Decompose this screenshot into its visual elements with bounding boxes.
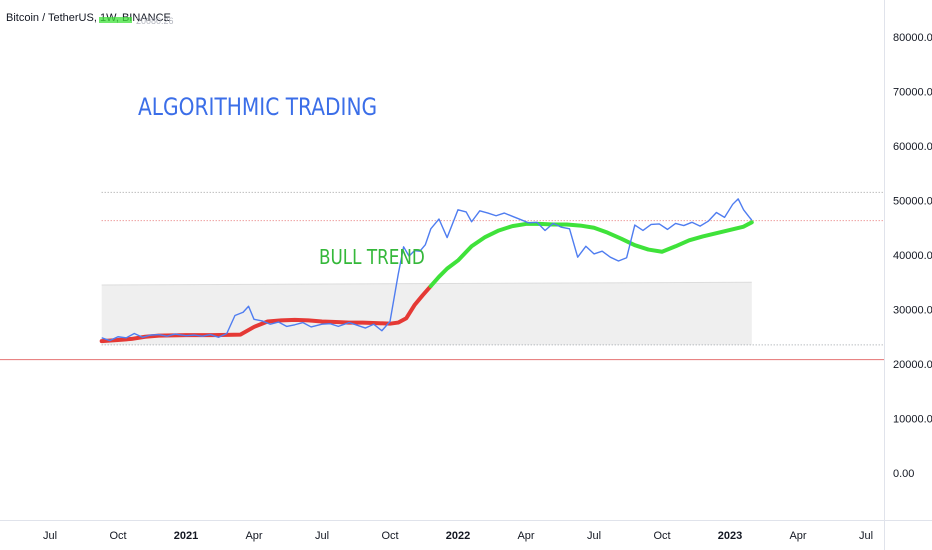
time-axis-label: Oct bbox=[109, 530, 126, 542]
horizontal-levels-layer bbox=[0, 191, 884, 361]
time-axis-label: 2022 bbox=[446, 530, 470, 542]
price-axis-label: 50000.00 bbox=[893, 196, 932, 208]
price-axis-label: 60000.00 bbox=[893, 141, 932, 153]
bull-trend-label: BULL TREND bbox=[319, 247, 425, 270]
time-axis[interactable]: Jul Oct 2021 Apr Jul Oct 2022 Apr Jul Oct 2023 Apr J… bbox=[43, 530, 873, 542]
indicator-value: 20080.26 bbox=[136, 16, 174, 26]
price-axis-label: 30000.00 bbox=[893, 305, 932, 317]
time-axis-label: 2021 bbox=[174, 530, 198, 542]
plot-background bbox=[0, 0, 884, 520]
time-axis-label: Jul bbox=[587, 530, 601, 542]
range-band-upper-edge bbox=[101, 281, 752, 286]
moving-average-bull-segment bbox=[428, 220, 754, 289]
price-axis-label: 0.00 bbox=[893, 468, 914, 480]
range-band bbox=[101, 282, 752, 345]
price-axis[interactable]: 80000.00 70000.00 60000.00 50000.00 40000.00… bbox=[893, 32, 932, 480]
time-axis-label: Oct bbox=[653, 530, 670, 542]
time-axis-label: Apr bbox=[517, 530, 534, 542]
time-axis-label: Jul bbox=[315, 530, 329, 542]
price-axis-label: 80000.00 bbox=[893, 32, 932, 44]
time-axis-label: Apr bbox=[245, 530, 262, 542]
price-line bbox=[101, 198, 753, 342]
range-band-layer bbox=[101, 281, 884, 346]
time-axis-label: Apr bbox=[789, 530, 806, 542]
price-axis-label: 10000.00 bbox=[893, 414, 932, 426]
time-axis-label: 2023 bbox=[718, 530, 742, 542]
price-axis-label: 40000.00 bbox=[893, 250, 932, 262]
price-axis-label: 70000.00 bbox=[893, 87, 932, 99]
time-axis-label: Jul bbox=[859, 530, 873, 542]
series-layer bbox=[99, 198, 754, 344]
price-axis-label: 20000.00 bbox=[893, 359, 932, 371]
indicator-color-swatch bbox=[99, 17, 132, 23]
algorithmic-trading-label: ALGORITHMIC TRADING bbox=[138, 93, 377, 121]
time-axis-label: Jul bbox=[43, 530, 57, 542]
time-axis-label: Oct bbox=[381, 530, 398, 542]
